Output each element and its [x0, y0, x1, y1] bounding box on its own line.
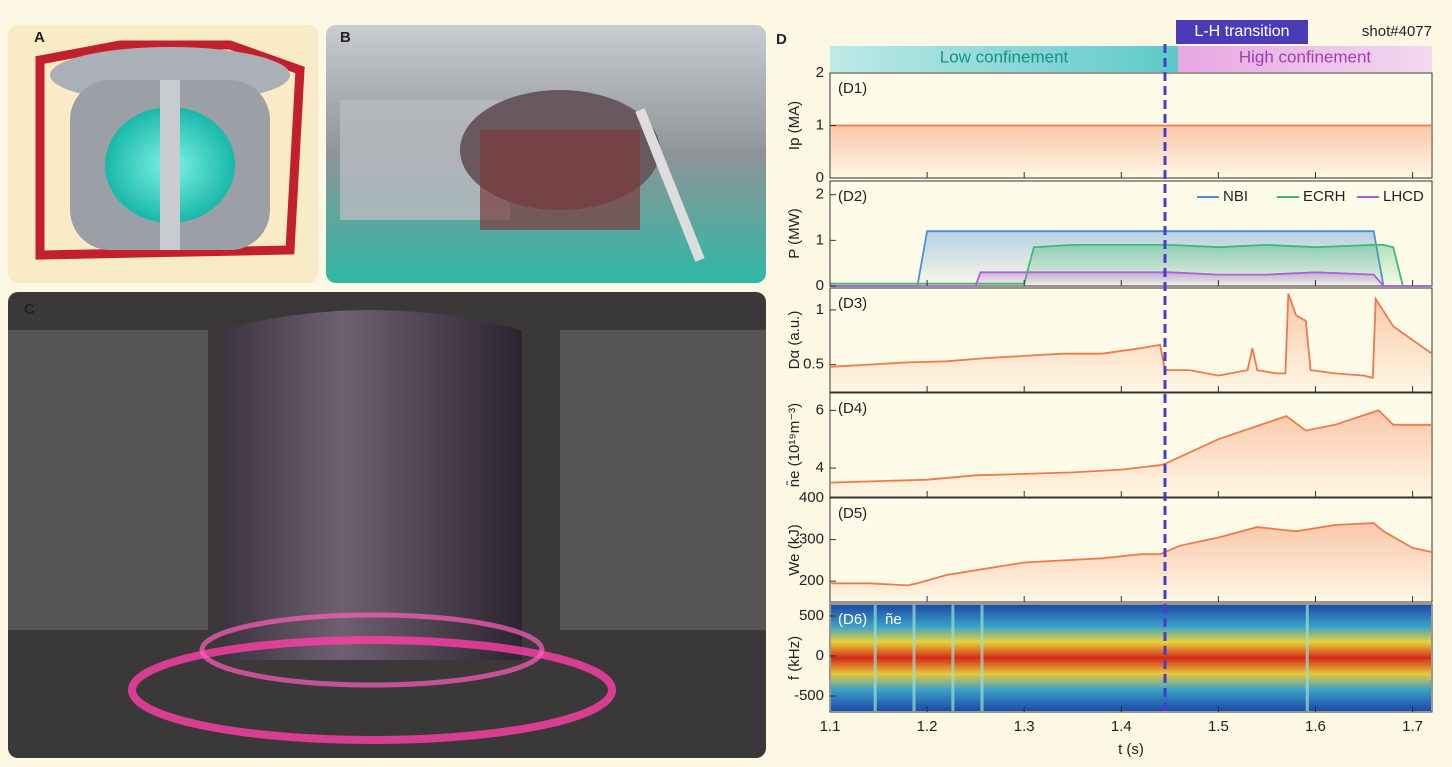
y-tick-label: 2 [816, 186, 824, 203]
panel-label: A [34, 29, 45, 46]
spectrogram-stripe [913, 605, 916, 711]
x-tick-label: 1.7 [1402, 718, 1423, 735]
panel-title: (D3) [838, 295, 867, 312]
x-tick-label: 1.3 [1014, 718, 1035, 735]
y-tick-label: 0 [816, 169, 824, 186]
area [830, 126, 1432, 179]
y-tick-label: 500 [799, 607, 824, 624]
legend-label: ECRH [1303, 188, 1346, 205]
x-tick-label: 1.1 [820, 718, 841, 735]
x-tick-label: 1.4 [1111, 718, 1132, 735]
spectrogram-stripe [874, 605, 877, 711]
y-tick-label: 0.5 [803, 356, 824, 373]
y-tick-label: 4 [816, 459, 824, 476]
panel-title: (D6) [838, 611, 867, 628]
panel-title: (D2) [838, 188, 867, 205]
y-tick-label: -500 [794, 687, 824, 704]
x-tick-label: 1.2 [917, 718, 938, 735]
y-tick-label: 0 [816, 277, 824, 294]
legend-label: LHCD [1383, 188, 1424, 205]
y-axis-label: Ip (MA) [786, 101, 803, 150]
legend-label: NBI [1223, 188, 1248, 205]
x-tick-label: 1.5 [1208, 718, 1229, 735]
y-tick-label: 2 [816, 64, 824, 81]
banner-high-label: High confinement [1239, 47, 1372, 66]
y-axis-label: f (kHz) [786, 636, 803, 680]
x-tick-label: 1.6 [1305, 718, 1326, 735]
shot-label: shot#4077 [1362, 23, 1432, 40]
spectrogram-stripe [981, 605, 984, 711]
spectrogram-stripe [951, 605, 954, 711]
figure: A B C D Low confinement High confinement… [0, 0, 1452, 762]
y-tick-label: 1 [816, 231, 824, 248]
y-tick-label: 1 [816, 116, 824, 133]
page: A B C D Low confinement High confinement… [0, 0, 1452, 762]
spectrogram-stripe [1306, 605, 1309, 711]
panel-label: B [340, 29, 351, 46]
y-tick-label: 400 [799, 489, 824, 506]
panel-label: D [776, 31, 787, 48]
panel-title: (D5) [838, 505, 867, 522]
y-axis-label: Dα (a.u.) [786, 311, 803, 370]
x-axis-label: t (s) [1118, 741, 1144, 758]
banner-low-label: Low confinement [940, 47, 1069, 66]
spectrogram [831, 605, 1431, 711]
transition-label: L-H transition [1194, 23, 1289, 40]
y-tick-label: 0 [816, 647, 824, 664]
y-axis-label: We (kJ) [786, 524, 803, 575]
panel-title: (D1) [838, 80, 867, 97]
y-tick-label: 6 [816, 401, 824, 418]
annotation: ñe [885, 611, 902, 628]
y-tick-label: 1 [816, 301, 824, 318]
y-axis-label: P (MW) [786, 208, 803, 259]
tokamak-render [40, 45, 300, 255]
panel-label: C [24, 301, 35, 318]
panel-title: (D4) [838, 400, 867, 417]
y-axis-label: n̄e (10¹⁹m⁻³) [786, 403, 803, 487]
